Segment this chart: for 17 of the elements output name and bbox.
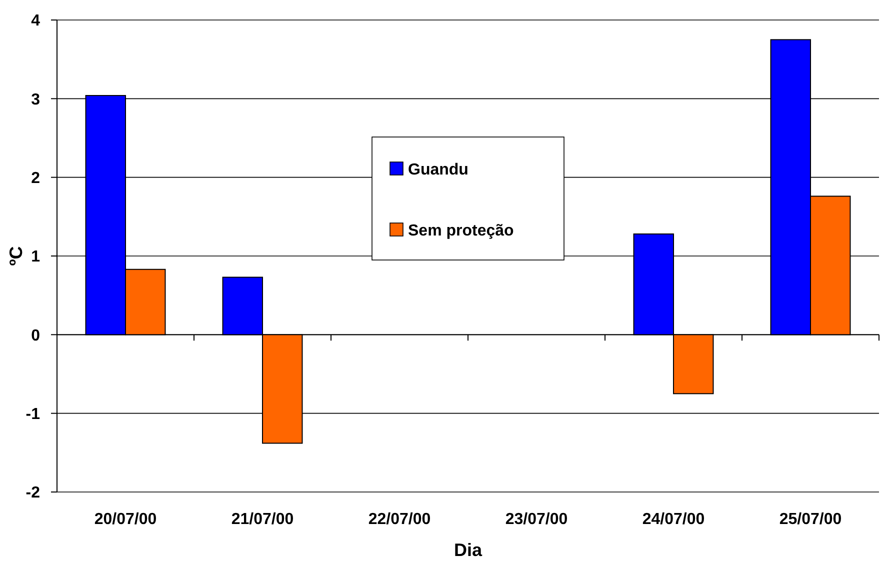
x-tick-label: 24/07/00 [642, 511, 705, 528]
x-tick-label: 23/07/00 [505, 511, 568, 528]
x-tick-label: 25/07/00 [779, 511, 842, 528]
x-tick-label: 21/07/00 [231, 511, 294, 528]
y-tick-label: 0 [31, 327, 40, 344]
x-axis-title: Dia [454, 540, 483, 560]
y-tick-label: 3 [31, 91, 40, 108]
y-tick-label: -1 [26, 406, 40, 423]
legend-label: Guandu [408, 162, 468, 179]
y-tick-label: 2 [31, 170, 40, 187]
x-tick-label: 22/07/00 [368, 511, 431, 528]
y-tick-label: -2 [26, 484, 40, 502]
y-tick-label: 1 [31, 248, 40, 266]
legend-label: Sem proteção [408, 222, 514, 240]
y-tick-label: 4 [31, 12, 40, 30]
y-axis-title: ºC [6, 246, 26, 266]
x-tick-label: 20/07/00 [94, 511, 157, 528]
